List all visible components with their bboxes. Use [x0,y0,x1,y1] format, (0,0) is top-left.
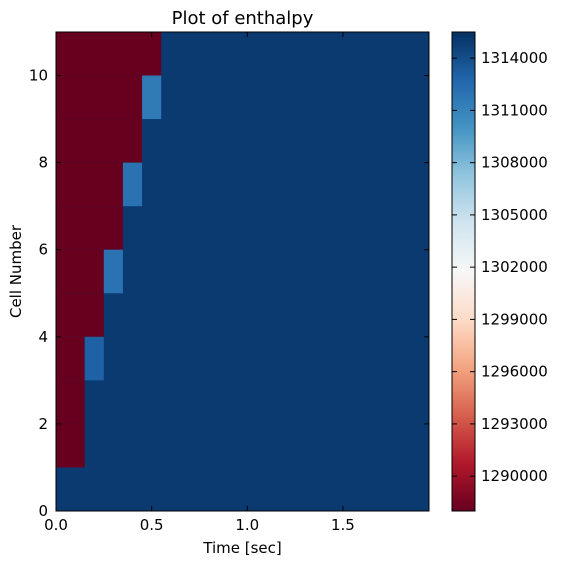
heatmap-cell [56,75,143,120]
plot-frame [55,31,430,512]
heatmap-cell [56,293,104,337]
axes: 0.0 0.5 1.0 1.5 0 2 4 6 8 10 [29,32,429,534]
colorbar-tick-label: 1311000 [481,101,548,119]
y-tick-label: 4 [38,328,48,346]
y-tick-label: 2 [38,415,48,433]
heatmap-cell [56,336,85,381]
x-axis-label: Time [sec] [202,539,281,557]
colorbar [451,31,476,512]
colorbar-tick-label: 1302000 [481,258,548,276]
heatmap-cell [56,162,123,207]
x-tick-label: 1.5 [331,516,355,534]
heatmap-cell [142,75,162,120]
heatmap-cell [56,32,162,76]
colorbar-ticks: 1290000 1293000 1296000 1299000 1302000 13050… [452,49,548,485]
y-axis-label: Cell Number [7,224,25,318]
heatmap-cell [122,162,143,207]
heatmap-cell [56,119,143,163]
colorbar-tick-label: 1314000 [481,49,548,67]
colorbar-tick-label: 1299000 [481,310,548,328]
y-tick-label: 6 [38,241,48,259]
colorbar-tick-label: 1305000 [481,206,548,224]
heatmap-cell [56,249,104,294]
colorbar-tick-label: 1308000 [481,154,548,172]
x-tick-label: 0.5 [140,516,164,534]
colorbar-tick-label: 1293000 [481,415,548,433]
y-tick-label: 10 [29,67,48,85]
x-tick-label: 1.0 [235,516,259,534]
heatmap-layer [56,32,429,511]
heatmap-cell [56,423,85,468]
chart-title: Plot of enthalpy [172,8,314,29]
y-tick-label: 0 [38,502,48,520]
heatmap-cell [56,206,123,250]
heatmap-cell [84,336,104,381]
x-tick-label: 0.0 [44,516,68,534]
colorbar-tick-label: 1296000 [481,363,548,381]
heatmap-cell [56,380,85,424]
y-tick-label: 8 [38,154,48,172]
colorbar-tick-label: 1290000 [481,467,548,485]
heatmap-cell [103,249,123,294]
